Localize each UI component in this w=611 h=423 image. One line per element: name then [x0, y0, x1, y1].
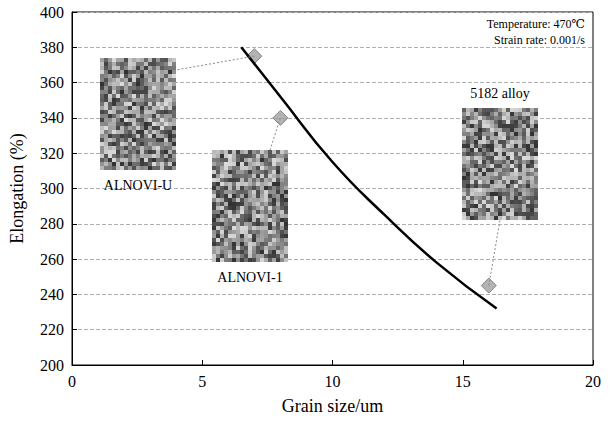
svg-text:5: 5	[198, 373, 206, 390]
svg-text:0: 0	[68, 373, 76, 390]
svg-text:Elongation (%): Elongation (%)	[7, 133, 28, 243]
svg-text:400: 400	[40, 4, 64, 21]
svg-text:Temperature: 470℃: Temperature: 470℃	[487, 17, 585, 31]
svg-text:260: 260	[40, 251, 64, 268]
svg-text:320: 320	[40, 145, 64, 162]
svg-text:280: 280	[40, 215, 64, 232]
svg-text:200: 200	[40, 357, 64, 374]
svg-text:ALNOVI-1: ALNOVI-1	[217, 270, 282, 285]
svg-text:380: 380	[40, 39, 64, 56]
svg-text:20: 20	[585, 373, 601, 390]
svg-text:5182 alloy: 5182 alloy	[470, 86, 530, 101]
svg-text:340: 340	[40, 109, 64, 126]
svg-text:300: 300	[40, 180, 64, 197]
svg-text:15: 15	[455, 373, 471, 390]
svg-text:Strain rate: 0.001/s: Strain rate: 0.001/s	[494, 33, 585, 47]
svg-text:10: 10	[325, 373, 341, 390]
svg-text:ALNOVI-U: ALNOVI-U	[104, 178, 172, 193]
svg-text:220: 220	[40, 321, 64, 338]
svg-text:Grain size/um: Grain size/um	[282, 396, 383, 416]
svg-text:360: 360	[40, 74, 64, 91]
svg-text:240: 240	[40, 286, 64, 303]
